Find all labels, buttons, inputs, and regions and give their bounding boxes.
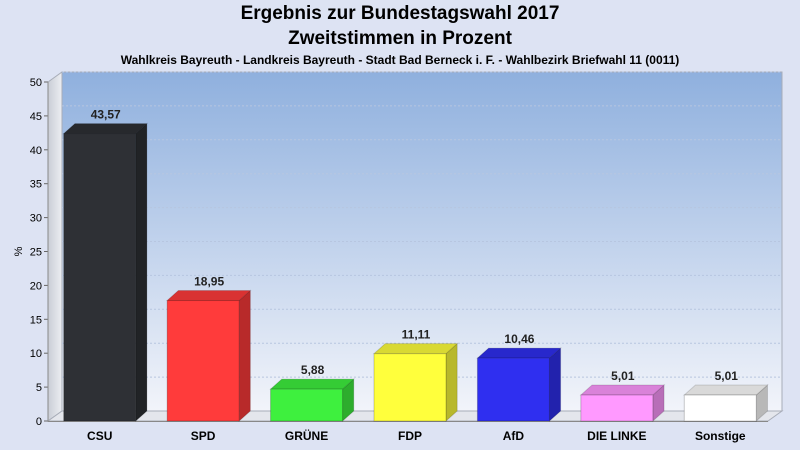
- bar-side: [135, 122, 148, 423]
- y-tick-label: 35: [30, 179, 42, 191]
- x-tick-label: SPD: [191, 429, 216, 443]
- y-tick-label: 0: [36, 416, 42, 428]
- labels: 43,57 CSU 18,95 SPD 5,88 GRÜNE 11,11 FDP 10,46 Af…: [87, 108, 746, 443]
- bar-die-linke: [579, 383, 666, 423]
- y-axis: 0 5 10 15 20 25 30 35 40 45 50%: [13, 77, 49, 428]
- bar-front: [373, 353, 447, 422]
- x-tick-label: FDP: [398, 429, 422, 443]
- bar-side: [445, 342, 458, 423]
- y-tick-label: 15: [30, 314, 42, 326]
- data-label: 5,01: [715, 369, 739, 383]
- y-tick-label: 45: [30, 111, 42, 123]
- x-tick-label: Sonstige: [695, 429, 746, 443]
- bar-grüne: [269, 378, 356, 423]
- chart-district-subtitle: Wahlkreis Bayreuth - Landkreis Bayreuth …: [120, 53, 680, 67]
- bar-top: [476, 347, 562, 359]
- bars: [62, 122, 769, 423]
- plot-side-wall: [47, 71, 63, 422]
- bar-top: [372, 343, 459, 355]
- bar-front: [166, 300, 240, 422]
- y-axis-label: %: [13, 246, 25, 256]
- chart-title: Ergebnis zur Bundestagswahl 2017: [240, 3, 560, 24]
- bar-top: [682, 384, 769, 396]
- bar-csu: [62, 122, 149, 423]
- data-label: 11,11: [402, 328, 431, 342]
- bar-top: [269, 378, 356, 390]
- bar-side: [238, 289, 251, 423]
- data-label: 43,57: [91, 108, 121, 122]
- chart-subtitle: Zweitstimmen in Prozent: [288, 28, 512, 49]
- y-tick-label: 10: [30, 348, 42, 360]
- x-tick-label: AfD: [503, 429, 525, 443]
- data-label: 5,01: [611, 369, 635, 383]
- data-label: 5,88: [301, 363, 325, 377]
- x-tick-label: DIE LINKE: [587, 429, 646, 443]
- bar-sonstige: [682, 383, 769, 423]
- data-label: 18,95: [194, 275, 224, 289]
- x-tick-label: CSU: [87, 429, 112, 443]
- bar-top: [579, 384, 666, 396]
- y-tick-label: 5: [36, 382, 42, 394]
- grid-lines: [62, 71, 782, 378]
- bar-front: [476, 357, 550, 422]
- y-tick-label: 50: [30, 77, 42, 89]
- bar-front: [683, 394, 757, 422]
- bar-side: [548, 346, 562, 423]
- bar-front: [580, 394, 654, 422]
- bar-front: [63, 133, 137, 422]
- x-tick-label: GRÜNE: [285, 428, 328, 443]
- bar-top: [62, 123, 149, 135]
- data-label: 10,46: [504, 332, 534, 346]
- y-tick-label: 25: [30, 247, 42, 259]
- x-axis-line: [48, 421, 768, 422]
- bar-spd: [165, 289, 252, 423]
- bar-fdp: [372, 342, 459, 423]
- y-tick-label: 20: [30, 280, 42, 292]
- bar-afd: [476, 346, 562, 423]
- bar-front: [270, 388, 344, 422]
- y-tick-label: 40: [30, 145, 42, 157]
- y-tick-label: 30: [30, 213, 42, 225]
- bar-top: [165, 290, 252, 302]
